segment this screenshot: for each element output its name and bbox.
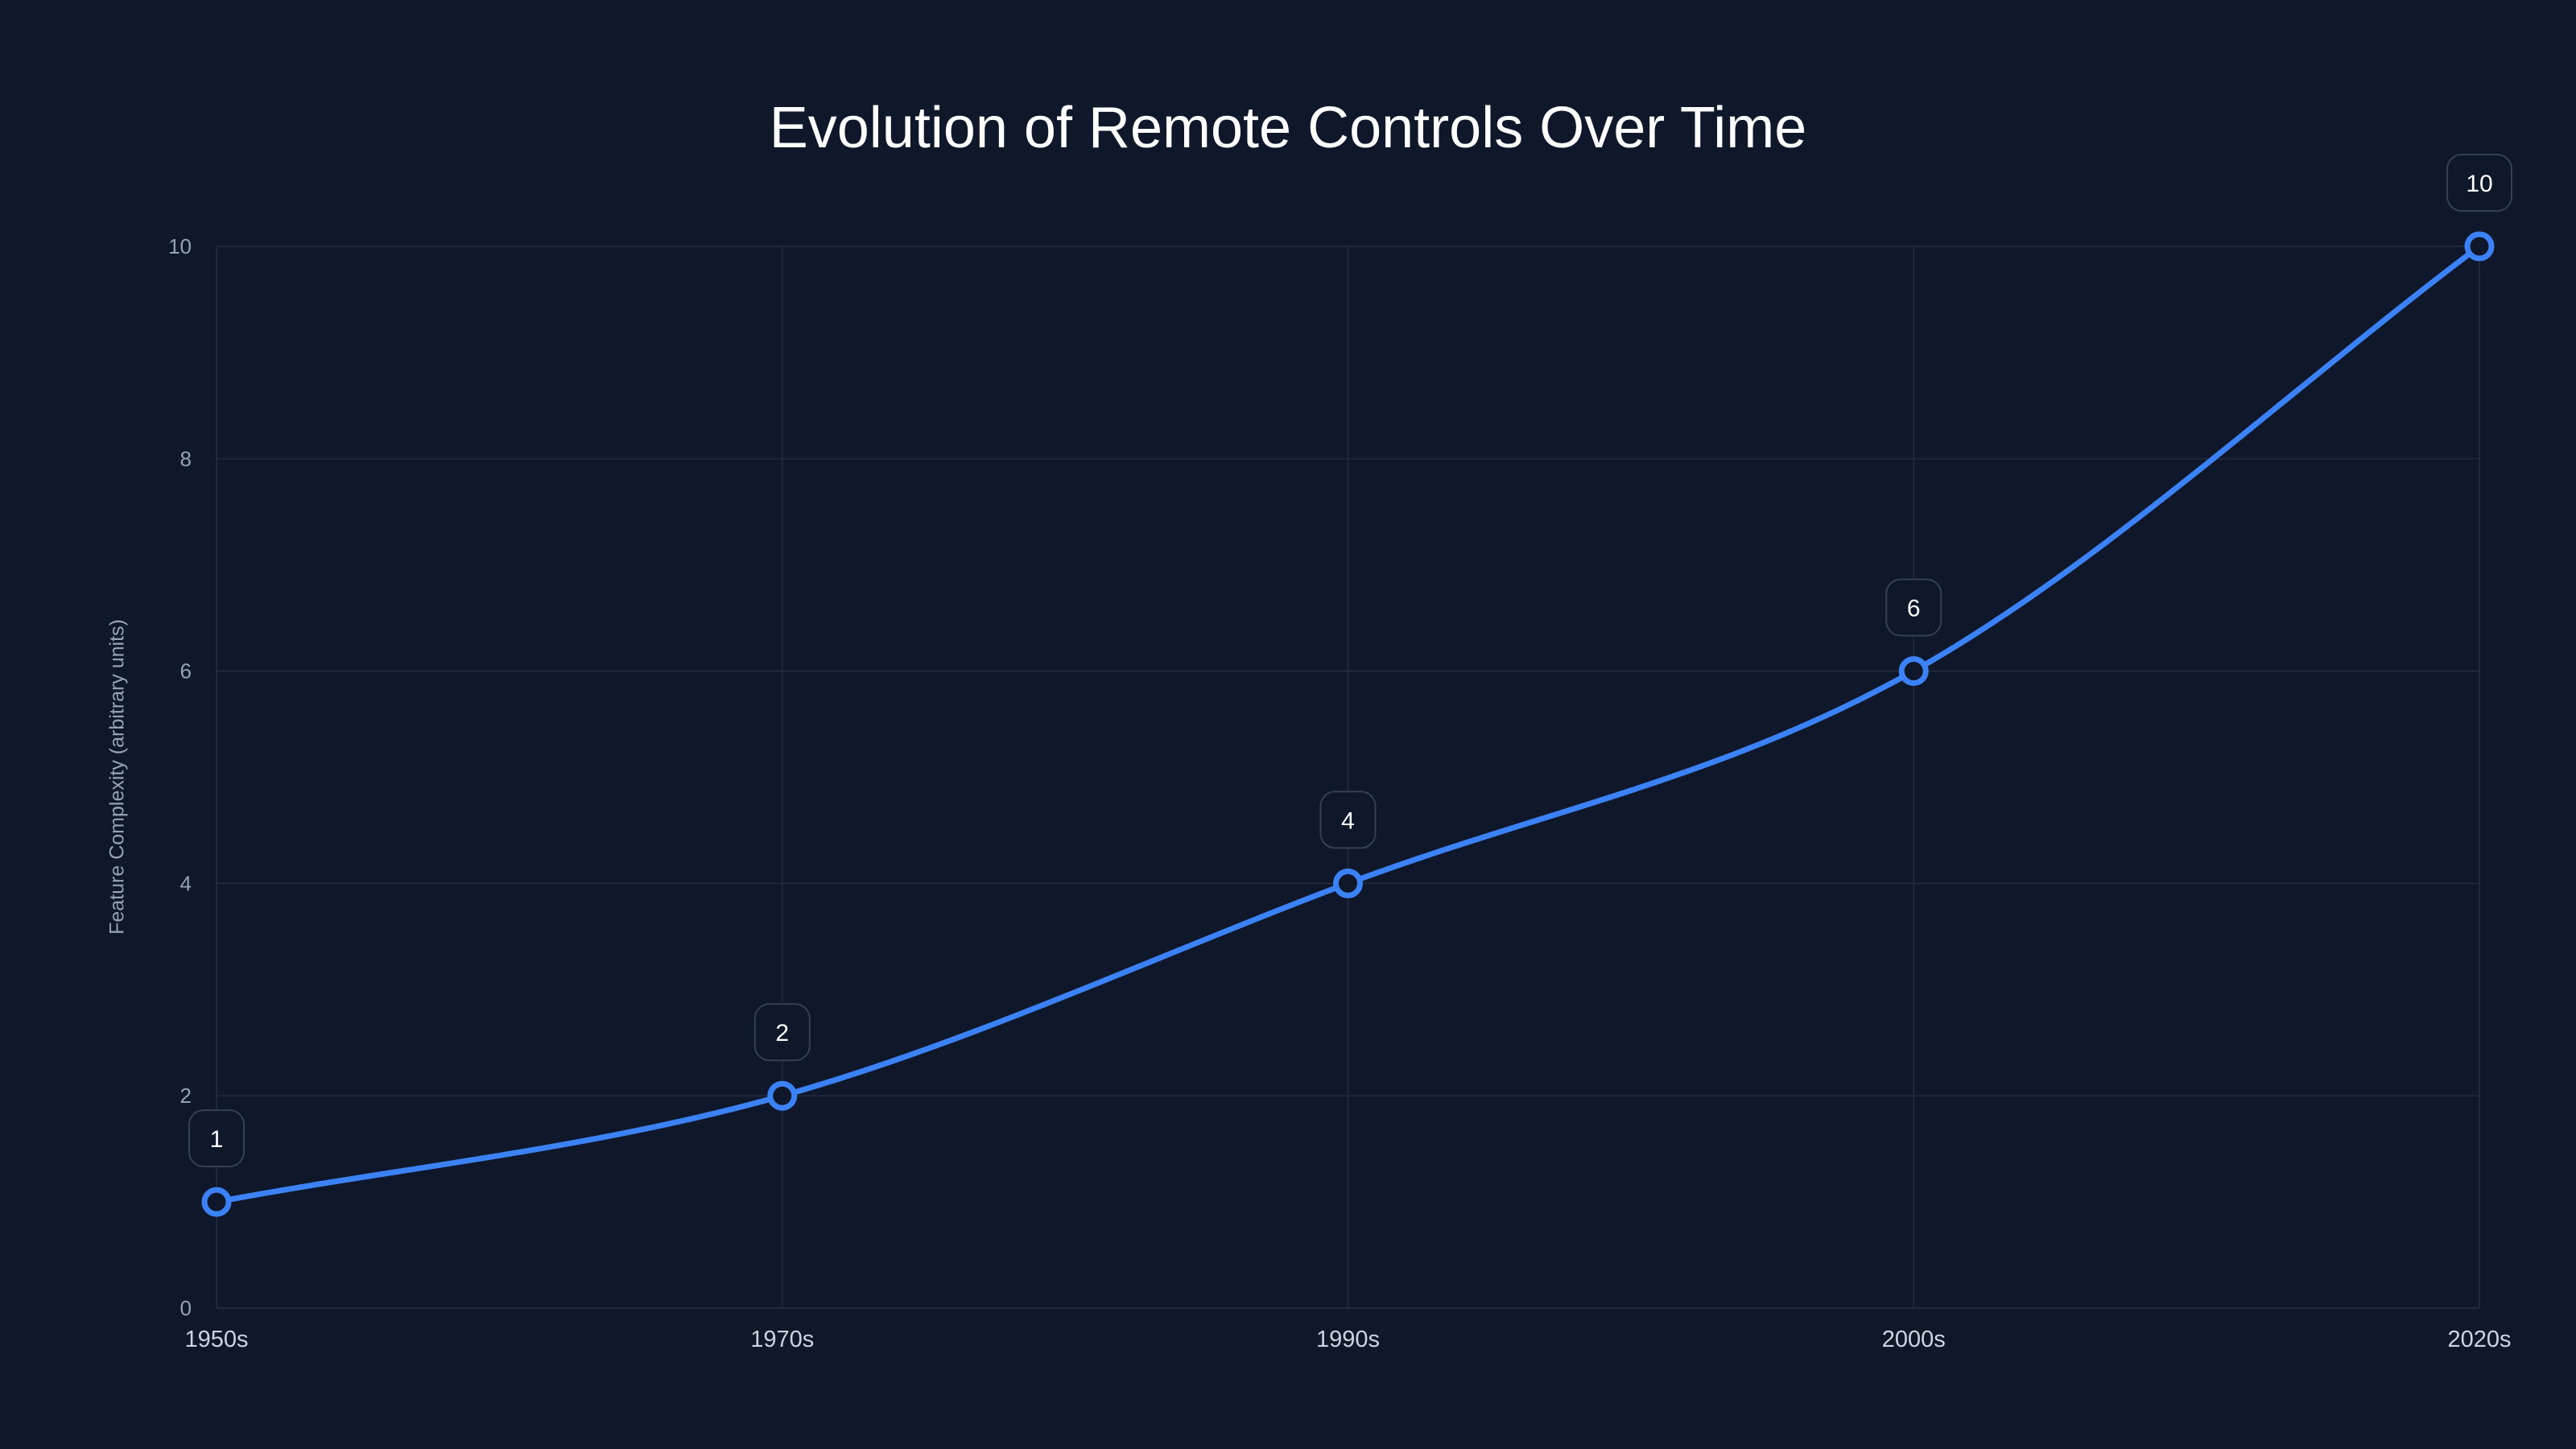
data-label: 1 [188, 1109, 245, 1168]
y-tick-label: 10 [168, 234, 192, 258]
y-tick-label: 2 [180, 1084, 192, 1108]
data-labels: 1 2 4 6 10 [188, 154, 2512, 1168]
x-tick-label: 1950s [184, 1327, 248, 1352]
data-point-marker [201, 1187, 232, 1217]
y-tick-label: 6 [180, 659, 192, 683]
y-tick-label: 8 [180, 447, 192, 471]
data-point-marker [1333, 868, 1363, 898]
x-tick-label: 2020s [2447, 1327, 2511, 1352]
x-tick-label: 2000s [1882, 1327, 1946, 1352]
data-label: 4 [1319, 791, 1377, 849]
data-label: 2 [753, 1003, 811, 1062]
data-point-marker [1898, 656, 1929, 687]
svg-text:10: 10 [2466, 171, 2492, 197]
chart-title: Evolution of Remote Controls Over Time [769, 96, 1807, 160]
svg-text:2: 2 [775, 1020, 789, 1046]
grid-lines [216, 246, 2480, 1309]
x-tick-label: 1990s [1316, 1327, 1380, 1352]
data-point-marker [2464, 231, 2495, 262]
y-axis-ticks: 0 2 4 6 8 10 [168, 234, 192, 1320]
x-axis-ticks: 1950s 1970s 1990s 2000s 2020s [184, 1327, 2511, 1352]
data-label: 6 [1885, 578, 1942, 637]
x-tick-label: 1970s [750, 1327, 814, 1352]
data-markers [201, 231, 2495, 1217]
data-label: 10 [2446, 154, 2512, 212]
y-tick-label: 0 [180, 1296, 192, 1320]
y-tick-label: 4 [180, 871, 192, 895]
data-point-marker [767, 1080, 798, 1111]
svg-text:4: 4 [1341, 807, 1355, 834]
svg-text:6: 6 [1907, 596, 1921, 622]
svg-text:1: 1 [210, 1126, 224, 1153]
